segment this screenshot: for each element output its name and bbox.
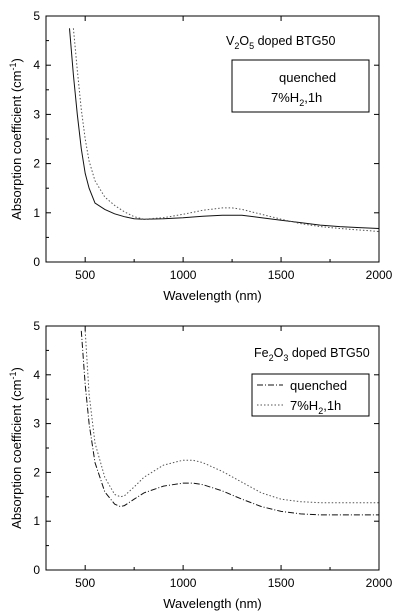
x-tick-label: 500	[75, 576, 95, 590]
series-line-quenched	[80, 330, 379, 516]
x-tick-label: 1000	[170, 268, 197, 282]
legend-box	[231, 59, 370, 113]
panel-annotation: V2O5 doped BTG50	[226, 34, 335, 51]
x-tick-label: 500	[75, 268, 95, 282]
x-tick-label: 2000	[366, 268, 393, 282]
y-tick-label: 2	[33, 157, 40, 171]
x-tick-label: 1500	[268, 268, 295, 282]
plot-frame	[45, 15, 380, 263]
x-axis-label: Wavelength (nm)	[163, 288, 262, 303]
y-tick-label: 1	[33, 206, 40, 220]
legend-label: 7%H2,1h	[271, 90, 322, 108]
series-line-quenched	[69, 28, 379, 229]
y-tick-label: 3	[33, 417, 40, 431]
x-tick-label: 2000	[366, 576, 393, 590]
y-tick-label: 4	[33, 368, 40, 382]
series-line-h2-treated	[84, 330, 379, 504]
y-tick-label: 3	[33, 107, 40, 121]
y-tick-label: 0	[33, 563, 40, 577]
y-tick-label: 5	[33, 9, 40, 23]
x-axis-label: Wavelength (nm)	[163, 596, 262, 611]
y-axis-label: Absorption coefficient (cm-1)	[8, 367, 24, 529]
y-tick-label: 2	[33, 465, 40, 479]
y-axis-label: Absorption coefficient (cm-1)	[8, 58, 24, 220]
legend: quenched 7%H2,1h	[231, 59, 370, 113]
plot-frame	[45, 325, 380, 571]
chart-panel-2: 500 1000 1500 2000 0 1 2 3 4 5 Wavelength (nm) Abso…	[8, 319, 393, 611]
legend-label: quenched	[279, 70, 336, 85]
legend: quenched 7%H2,1h	[251, 373, 370, 417]
chart-panel-1: 500 1000 1500 2000 0 1 2 3 4 5 Wavelength (nm) Abso…	[8, 9, 393, 303]
y-tick-label: 4	[33, 58, 40, 72]
series-line-h2-treated	[72, 28, 379, 232]
y-tick-label: 0	[33, 255, 40, 269]
y-tick-label: 5	[33, 319, 40, 333]
x-tick-label: 1500	[268, 576, 295, 590]
legend-label: quenched	[290, 378, 347, 393]
panel-annotation: Fe2O3 doped BTG50	[254, 346, 370, 363]
legend-box	[251, 373, 370, 417]
x-tick-label: 1000	[170, 576, 197, 590]
legend-label: 7%H2,1h	[290, 398, 341, 416]
y-tick-label: 1	[33, 514, 40, 528]
